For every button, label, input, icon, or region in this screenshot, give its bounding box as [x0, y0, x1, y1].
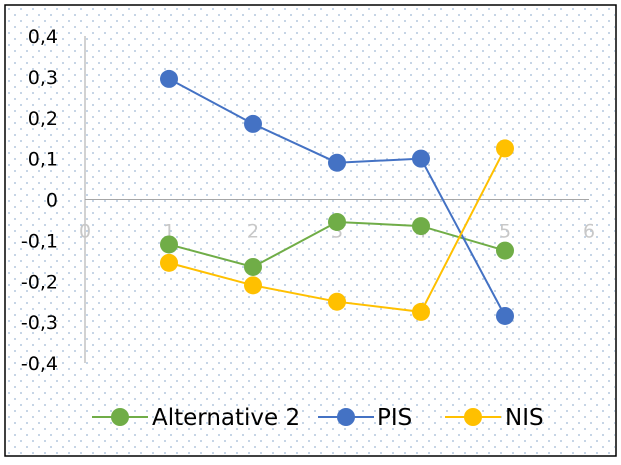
legend-marker-dot	[337, 408, 355, 426]
data-point	[496, 306, 514, 325]
legend-label: PIS	[377, 405, 412, 431]
data-point	[328, 212, 346, 231]
y-tick-label: 0,2	[28, 108, 58, 130]
y-tick-label: -0,3	[21, 312, 58, 334]
x-tick-label: 6	[583, 221, 595, 243]
y-tick-label: 0,1	[28, 149, 58, 171]
x-tick-label: 5	[499, 221, 511, 243]
data-point	[244, 257, 262, 276]
legend-label: NIS	[505, 405, 544, 431]
data-point	[412, 302, 430, 321]
data-point	[496, 241, 514, 260]
x-tick-label: 0	[79, 221, 91, 243]
data-point	[160, 253, 178, 272]
y-tick-label: -0,1	[21, 230, 58, 252]
x-tick-label: 2	[247, 221, 259, 243]
chart-border	[4, 4, 617, 457]
data-point	[244, 276, 262, 295]
data-point	[496, 139, 514, 158]
legend-marker-dot	[464, 408, 482, 426]
data-point	[328, 292, 346, 311]
data-point	[412, 149, 430, 168]
y-tick-label: 0	[46, 190, 58, 212]
legend-marker-dot	[111, 408, 129, 426]
y-tick-label: -0,4	[21, 353, 58, 375]
y-tick-label: 0,4	[28, 26, 58, 48]
chart-dot-pattern	[6, 6, 615, 455]
y-tick-label: 0,3	[28, 67, 58, 89]
data-point	[244, 114, 262, 133]
data-point	[160, 235, 178, 254]
legend-label: Alternative 2	[152, 405, 300, 431]
y-tick-label: -0,2	[21, 271, 58, 293]
data-point	[328, 153, 346, 172]
data-point	[412, 217, 430, 236]
data-point	[160, 69, 178, 88]
